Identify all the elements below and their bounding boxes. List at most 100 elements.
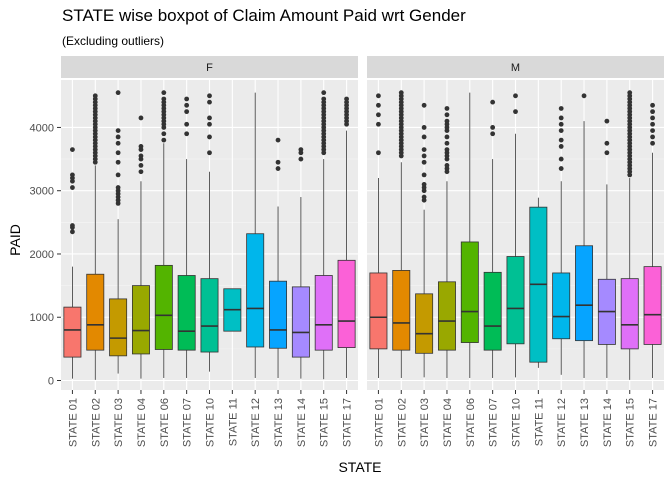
outlier-point xyxy=(513,93,518,99)
box-iqr xyxy=(643,266,662,345)
outlier-point xyxy=(421,147,427,152)
outlier-point xyxy=(115,159,121,165)
outlier-point xyxy=(604,140,610,146)
outlier-point xyxy=(444,112,450,118)
box-iqr xyxy=(246,233,265,348)
outlier-point xyxy=(581,93,587,99)
outlier-point xyxy=(184,121,190,127)
outlier-point xyxy=(207,121,212,127)
box-state-02 xyxy=(392,90,411,378)
facet-strip xyxy=(367,56,664,78)
box-state-17 xyxy=(337,96,356,378)
outlier-point xyxy=(138,169,144,175)
y-axis-title: PAID xyxy=(7,224,23,256)
x-tick-label: STATE 01 xyxy=(373,398,385,447)
box-iqr xyxy=(392,270,411,351)
box-iqr xyxy=(177,275,196,351)
outlier-point xyxy=(115,128,121,134)
x-tick-label: STATE 06 xyxy=(465,398,477,447)
x-tick-label: STATE 04 xyxy=(442,398,454,447)
box-iqr xyxy=(131,285,150,355)
outlier-point xyxy=(421,102,427,108)
outlier-point xyxy=(650,140,655,146)
box-state-14 xyxy=(291,147,310,379)
box-state-11 xyxy=(223,288,242,332)
outlier-point xyxy=(138,144,144,149)
box-iqr xyxy=(460,241,479,343)
y-tick-label: 4000 xyxy=(30,122,54,134)
x-tick-label: STATE 02 xyxy=(90,398,102,447)
outlier-point xyxy=(92,93,98,99)
x-tick-label: STATE 12 xyxy=(556,398,568,447)
outlier-point xyxy=(275,166,281,171)
x-tick-label: STATE 07 xyxy=(488,398,500,447)
chart-title: STATE wise boxpot of Claim Amount Paid w… xyxy=(62,6,466,25)
outlier-point xyxy=(207,99,212,105)
outlier-point xyxy=(558,121,564,127)
outlier-point xyxy=(184,96,190,102)
outlier-point xyxy=(558,115,564,121)
box-state-12 xyxy=(246,92,265,378)
box-iqr xyxy=(109,298,128,357)
outlier-point xyxy=(421,194,427,200)
outlier-point xyxy=(115,150,121,156)
outlier-point xyxy=(376,150,381,156)
box-iqr xyxy=(506,256,525,345)
outlier-point xyxy=(115,172,121,178)
outlier-point xyxy=(115,185,121,190)
x-tick-label: STATE 15 xyxy=(319,398,331,447)
x-tick-label: STATE 06 xyxy=(159,398,171,447)
box-state-06 xyxy=(460,92,479,378)
y-tick-label: 2000 xyxy=(30,249,54,261)
outlier-point xyxy=(490,99,496,105)
outlier-point xyxy=(70,147,75,152)
box-state-07 xyxy=(483,99,502,378)
outlier-point xyxy=(421,125,427,130)
outlier-point xyxy=(207,115,212,121)
outlier-point xyxy=(138,153,144,159)
box-iqr xyxy=(552,272,571,340)
outlier-point xyxy=(321,96,327,102)
outlier-point xyxy=(321,90,327,96)
x-tick-label: STATE 11 xyxy=(227,398,239,446)
facet-panels: F STATE 01 STATE 02 STATE 03 STATE 04 STATE 0… xyxy=(61,56,664,447)
box-state-06 xyxy=(154,90,173,378)
box-iqr xyxy=(415,293,434,354)
outlier-point xyxy=(161,131,167,137)
x-tick-label: STATE 07 xyxy=(182,398,194,447)
box-state-13 xyxy=(269,137,288,378)
x-tick-label: STATE 14 xyxy=(602,398,614,447)
box-iqr xyxy=(483,271,502,351)
x-tick-label: STATE 10 xyxy=(205,398,217,447)
outlier-point xyxy=(558,137,564,143)
outlier-point xyxy=(558,106,564,111)
x-tick-label: STATE 02 xyxy=(396,398,408,447)
box-iqr xyxy=(437,281,456,351)
outlier-point xyxy=(161,96,167,102)
outlier-point xyxy=(650,128,655,134)
outlier-point xyxy=(421,172,427,178)
outlier-point xyxy=(161,137,167,143)
x-tick-label: STATE 03 xyxy=(113,398,125,447)
x-tick-label: STATE 03 xyxy=(419,398,431,447)
x-tick-label: STATE 15 xyxy=(625,398,637,447)
box-state-10 xyxy=(506,93,525,378)
box-iqr xyxy=(620,278,639,350)
box-state-11 xyxy=(529,197,548,368)
x-tick-label: STATE 17 xyxy=(648,398,660,447)
facet-strip-label: F xyxy=(206,62,213,74)
outlier-point xyxy=(490,125,496,130)
outlier-point xyxy=(490,131,496,137)
box-iqr xyxy=(575,245,594,342)
box-iqr xyxy=(314,275,333,351)
outlier-point xyxy=(444,140,450,146)
box-iqr xyxy=(291,286,310,358)
outlier-point xyxy=(444,106,450,111)
outlier-point xyxy=(421,159,427,165)
outlier-point xyxy=(604,150,610,156)
outlier-point xyxy=(558,166,564,171)
box-state-02 xyxy=(86,93,105,380)
box-iqr xyxy=(86,273,105,351)
outlier-point xyxy=(421,181,427,187)
box-iqr xyxy=(154,264,173,350)
